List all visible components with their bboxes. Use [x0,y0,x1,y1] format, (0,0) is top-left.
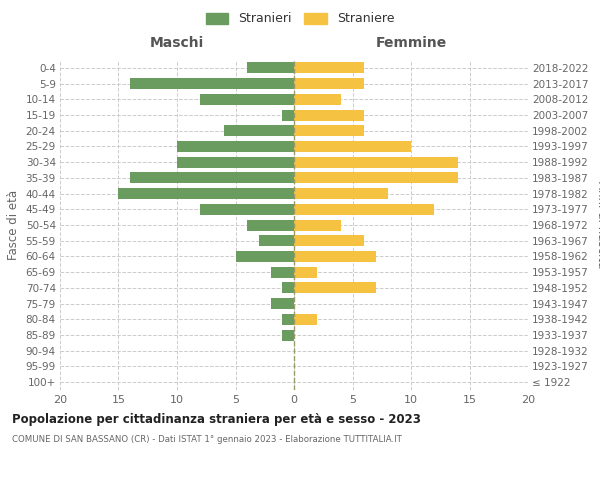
Bar [294,220,341,230]
Bar [294,266,317,278]
Bar [200,94,294,105]
Bar [259,235,294,246]
Bar [283,282,294,294]
Bar [294,172,458,184]
Bar [294,94,341,105]
Bar [294,314,317,325]
Bar [294,251,376,262]
Bar [224,125,294,136]
Bar [294,62,364,74]
Bar [294,125,364,136]
Bar [271,266,294,278]
Bar [235,251,294,262]
Bar [177,156,294,168]
Bar [271,298,294,309]
Bar [283,314,294,325]
Bar [130,172,294,184]
Bar [247,220,294,230]
Bar [130,78,294,89]
Y-axis label: Fasce di età: Fasce di età [7,190,20,260]
Bar [294,282,376,294]
Bar [294,110,364,120]
Bar [118,188,294,199]
Legend: Stranieri, Straniere: Stranieri, Straniere [202,8,398,29]
Text: Femmine: Femmine [376,36,446,50]
Bar [177,141,294,152]
Text: Popolazione per cittadinanza straniera per età e sesso - 2023: Popolazione per cittadinanza straniera p… [12,412,421,426]
Bar [294,204,434,215]
Bar [294,188,388,199]
Y-axis label: Anni di nascita: Anni di nascita [595,182,600,268]
Bar [294,78,364,89]
Text: Maschi: Maschi [150,36,204,50]
Bar [294,156,458,168]
Bar [247,62,294,74]
Bar [283,110,294,120]
Bar [294,235,364,246]
Bar [294,141,411,152]
Bar [283,330,294,340]
Bar [200,204,294,215]
Text: COMUNE DI SAN BASSANO (CR) - Dati ISTAT 1° gennaio 2023 - Elaborazione TUTTITALI: COMUNE DI SAN BASSANO (CR) - Dati ISTAT … [12,435,402,444]
